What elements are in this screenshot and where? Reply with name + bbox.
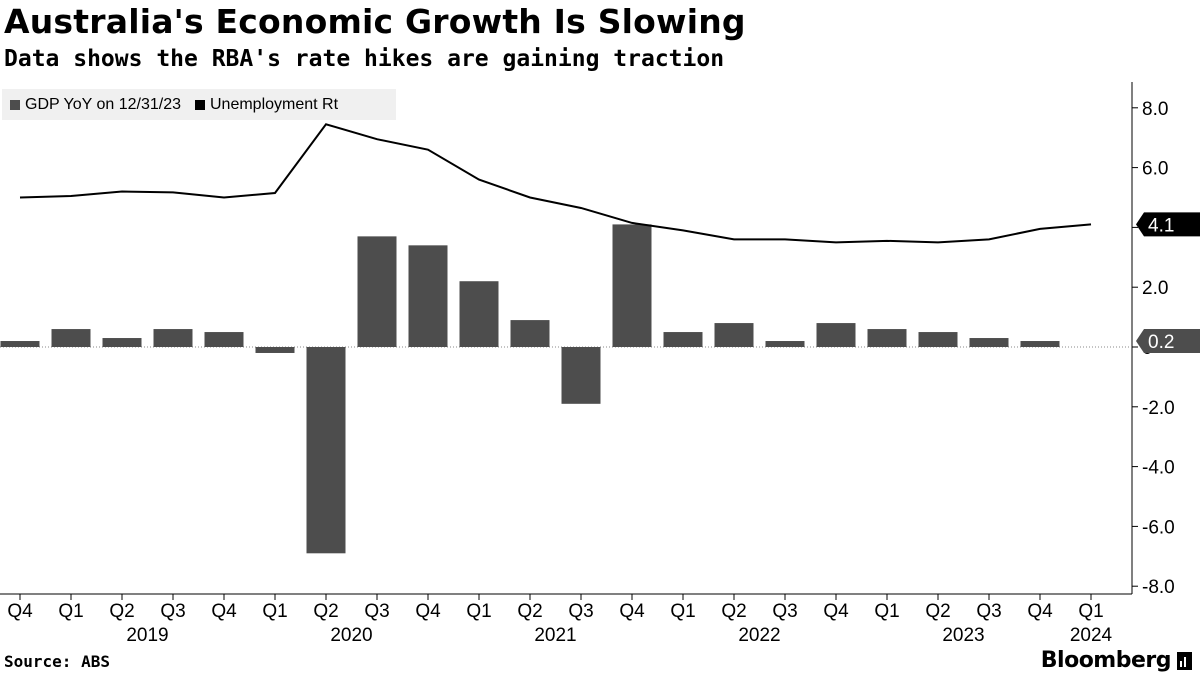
chart-subtitle: Data shows the RBA's rate hikes are gain… xyxy=(4,46,725,72)
source-note: Source: ABS xyxy=(4,652,110,671)
gdp-bar xyxy=(1020,341,1060,347)
x-tick-label: Q4 xyxy=(823,601,849,622)
x-tick-label: Q3 xyxy=(568,601,593,622)
x-tick-label: Q4 xyxy=(211,601,237,622)
unemployment-line xyxy=(19,123,1092,244)
gdp-bar xyxy=(612,224,652,347)
gdp-bar xyxy=(459,281,499,347)
bloomberg-chart-icon xyxy=(1177,651,1192,670)
unemployment-value-tag xyxy=(1136,212,1200,237)
gdp-bar xyxy=(816,323,856,347)
x-tick-label: Q1 xyxy=(1078,601,1103,622)
x-year-label: 2023 xyxy=(942,625,984,646)
chart-title: Australia's Economic Growth Is Slowing xyxy=(4,2,746,41)
gdp-value-label: 0.2 xyxy=(1148,332,1174,353)
brand-logo: Bloomberg xyxy=(1041,648,1192,673)
x-tick-label: Q4 xyxy=(415,601,441,622)
gdp-bar xyxy=(714,323,754,347)
x-tick-label: Q3 xyxy=(976,601,1001,622)
gdp-bar xyxy=(510,320,550,347)
gdp-bar xyxy=(255,347,295,353)
x-tick-label: Q1 xyxy=(874,601,899,622)
x-tick-label: Q3 xyxy=(364,601,389,622)
gdp-bar xyxy=(306,347,346,554)
gdp-bar xyxy=(969,338,1009,347)
legend-swatch-gdp xyxy=(10,99,20,110)
gdp-bar xyxy=(102,338,142,347)
gdp-bar xyxy=(867,329,907,347)
legend-item-unemployment: Unemployment Rt xyxy=(195,96,338,114)
gdp-bar xyxy=(408,245,448,347)
x-year-label: 2020 xyxy=(330,625,372,646)
gdp-value-tag xyxy=(1136,329,1200,354)
legend-swatch-unemployment xyxy=(195,99,205,110)
brand-name: Bloomberg xyxy=(1040,648,1172,673)
x-year-label: 2022 xyxy=(738,625,780,646)
x-year-label: 2024 xyxy=(1070,625,1113,646)
x-tick-label: Q1 xyxy=(670,601,695,622)
x-tick-label: Q4 xyxy=(619,601,645,622)
gdp-bar xyxy=(357,236,397,347)
gdp-bar xyxy=(663,332,703,347)
gdp-bar xyxy=(153,329,193,347)
gdp-bar xyxy=(765,341,805,347)
x-tick-label: Q2 xyxy=(517,601,542,622)
gdp-bar xyxy=(51,329,91,347)
x-tick-label: Q2 xyxy=(109,601,134,622)
legend-label-unemployment: Unemployment Rt xyxy=(210,95,339,113)
x-tick-label: Q3 xyxy=(772,601,797,622)
y-tick-label: -8.0 xyxy=(1142,577,1175,598)
x-tick-label: Q2 xyxy=(313,601,338,622)
y-tick-label: -6.0 xyxy=(1142,517,1175,538)
gdp-bar xyxy=(0,341,40,347)
x-tick-label: Q1 xyxy=(58,601,83,622)
x-tick-label: Q4 xyxy=(7,601,33,622)
x-tick-label: Q3 xyxy=(160,601,185,622)
legend-item-gdp: GDP YoY on 12/31/23 xyxy=(10,96,181,114)
legend-label-gdp: GDP YoY on 12/31/23 xyxy=(25,95,181,113)
x-tick-label: Q2 xyxy=(925,601,950,622)
x-year-label: 2021 xyxy=(534,625,576,646)
x-year-label: 2019 xyxy=(126,625,168,646)
y-tick-label: -4.0 xyxy=(1142,458,1175,479)
unemployment-value-label: 4.1 xyxy=(1148,215,1174,236)
gdp-bar xyxy=(918,332,958,347)
y-tick-label: 8.0 xyxy=(1142,99,1168,120)
y-tick-label: 6.0 xyxy=(1142,159,1168,180)
y-tick-label: 2.0 xyxy=(1142,278,1168,299)
gdp-bar xyxy=(204,332,244,347)
x-tick-label: Q2 xyxy=(721,601,746,622)
x-tick-label: Q1 xyxy=(466,601,491,622)
y-tick-label: -2.0 xyxy=(1142,398,1175,419)
x-tick-label: Q4 xyxy=(1027,601,1053,622)
x-tick-label: Q1 xyxy=(262,601,287,622)
legend: GDP YoY on 12/31/23 Unemployment Rt xyxy=(2,89,396,120)
gdp-bar xyxy=(561,347,601,404)
